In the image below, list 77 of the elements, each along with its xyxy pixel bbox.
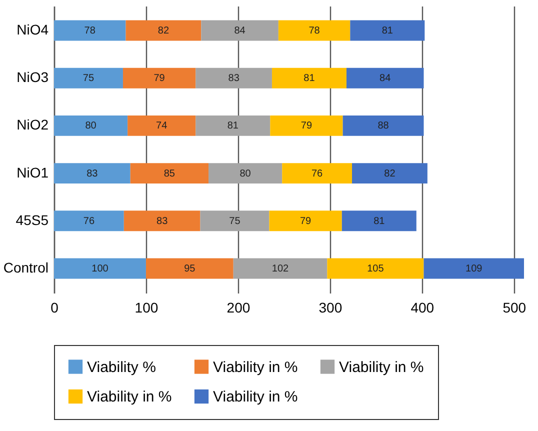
data-label: 75 — [229, 216, 241, 227]
data-label: 74 — [156, 120, 168, 132]
data-label: 84 — [234, 26, 246, 37]
data-label: 88 — [378, 120, 390, 132]
data-label: 81 — [382, 26, 394, 37]
bar — [342, 115, 424, 136]
data-label: 79 — [300, 120, 312, 132]
data-label: 80 — [85, 120, 97, 132]
legend-label: Viability in % — [213, 358, 298, 376]
data-label: 81 — [374, 216, 386, 227]
data-label: 79 — [154, 73, 166, 84]
data-label: 79 — [300, 216, 312, 227]
x-tick-label: 300 — [318, 300, 342, 316]
data-label: 85 — [164, 168, 176, 180]
bar — [54, 20, 126, 41]
bar — [327, 258, 424, 279]
x-tick-label: 100 — [134, 300, 158, 316]
data-label: 83 — [86, 168, 98, 180]
bar — [196, 68, 272, 88]
bar — [233, 258, 328, 279]
bar — [54, 115, 128, 136]
bar — [128, 115, 196, 136]
data-label: 83 — [228, 73, 240, 84]
x-tick-label: 500 — [502, 300, 526, 316]
bar — [54, 258, 146, 279]
bar — [146, 258, 234, 279]
data-label: 83 — [156, 216, 168, 227]
x-tick-label: 200 — [226, 300, 250, 316]
y-tick-label: Control — [3, 259, 48, 276]
bar — [124, 210, 200, 232]
y-tick-label: NiO4 — [16, 22, 49, 38]
legend-label: Viability % — [87, 358, 156, 376]
y-tick-label: NiO1 — [16, 164, 49, 180]
bar — [130, 163, 209, 184]
legend-label: Viability in % — [339, 358, 424, 376]
bar — [350, 20, 425, 41]
y-tick-label: NiO3 — [16, 69, 49, 86]
data-label: 95 — [184, 263, 196, 274]
bar — [200, 210, 270, 232]
data-label: 76 — [311, 168, 324, 180]
bar — [278, 20, 350, 41]
bar — [196, 115, 270, 136]
bar — [346, 68, 424, 88]
bar — [282, 163, 352, 184]
data-label: 78 — [308, 26, 320, 37]
data-label: 78 — [84, 26, 96, 37]
y-tick-label: 45S5 — [16, 212, 49, 228]
x-tick-label: 0 — [50, 300, 59, 316]
legend-label: Viability in % — [213, 388, 298, 406]
data-label: 82 — [158, 26, 170, 37]
data-label: 80 — [240, 168, 252, 180]
data-label: 81 — [304, 73, 316, 84]
bar — [270, 115, 343, 136]
bar — [126, 20, 202, 41]
bar — [208, 163, 282, 184]
data-label: 100 — [92, 263, 109, 274]
data-label: 76 — [83, 216, 95, 227]
data-label: 84 — [380, 73, 392, 84]
bar — [54, 163, 130, 184]
bar — [201, 20, 278, 41]
data-label: 105 — [367, 263, 384, 274]
bar — [54, 68, 123, 88]
data-label: 82 — [384, 168, 396, 180]
bar — [272, 68, 346, 88]
bar — [269, 210, 342, 232]
bar — [352, 163, 428, 184]
bar — [122, 68, 196, 88]
y-tick-label: NiO2 — [16, 116, 49, 133]
x-tick-label: 400 — [410, 300, 434, 316]
bar — [342, 210, 416, 232]
data-label: 102 — [272, 263, 290, 274]
data-label: 109 — [466, 263, 483, 274]
bar — [424, 258, 524, 279]
data-label: 81 — [227, 120, 239, 132]
legend-label: Viability in % — [87, 388, 172, 406]
bar — [54, 210, 124, 232]
data-label: 75 — [82, 73, 94, 84]
